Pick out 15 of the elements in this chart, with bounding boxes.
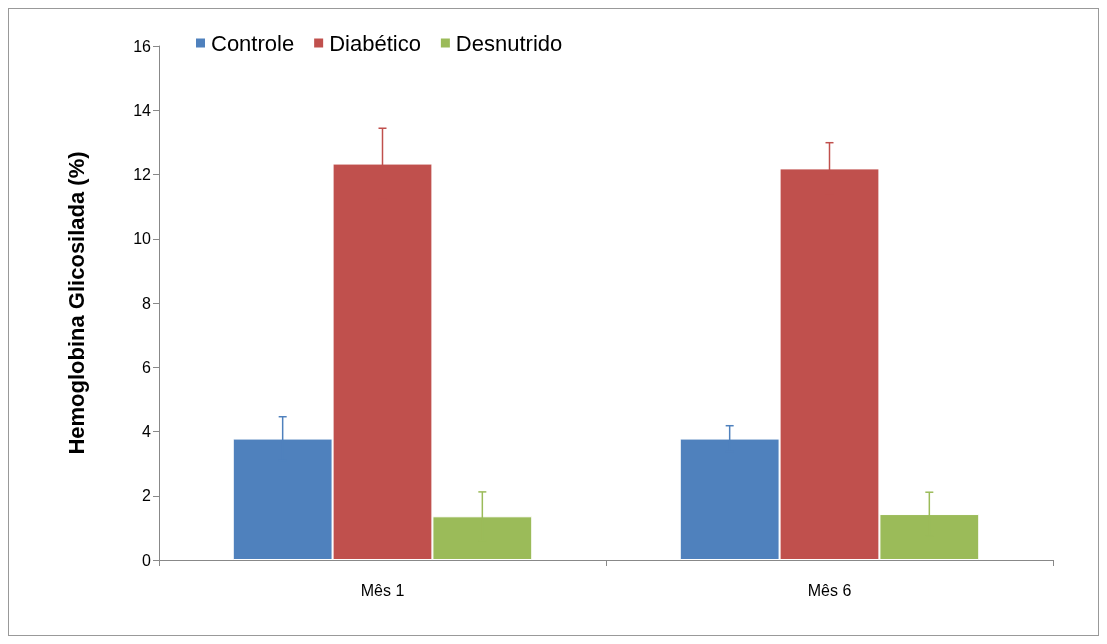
y-tick-label: 10	[133, 230, 152, 248]
legend-label: Diabético	[329, 30, 421, 56]
x-tick-label: Mês 1	[360, 581, 405, 599]
y-tick-label: 0	[142, 551, 152, 569]
y-tick-label: 12	[133, 166, 152, 183]
y-tick-label: 16	[133, 37, 152, 55]
y-tick-label: 2	[142, 487, 152, 505]
y-tick-label: 4	[142, 423, 152, 440]
x-tick-label: Mês 6	[807, 581, 852, 599]
legend-label: Controle	[211, 30, 295, 56]
y-tick-label: 8	[142, 294, 152, 312]
y-axis-title: Hemoglobina Glicosilada (%)	[63, 151, 89, 455]
legend-label: Desnutrido	[455, 30, 563, 56]
y-tick-label: 14	[133, 101, 152, 119]
y-tick-label: 6	[142, 358, 152, 376]
